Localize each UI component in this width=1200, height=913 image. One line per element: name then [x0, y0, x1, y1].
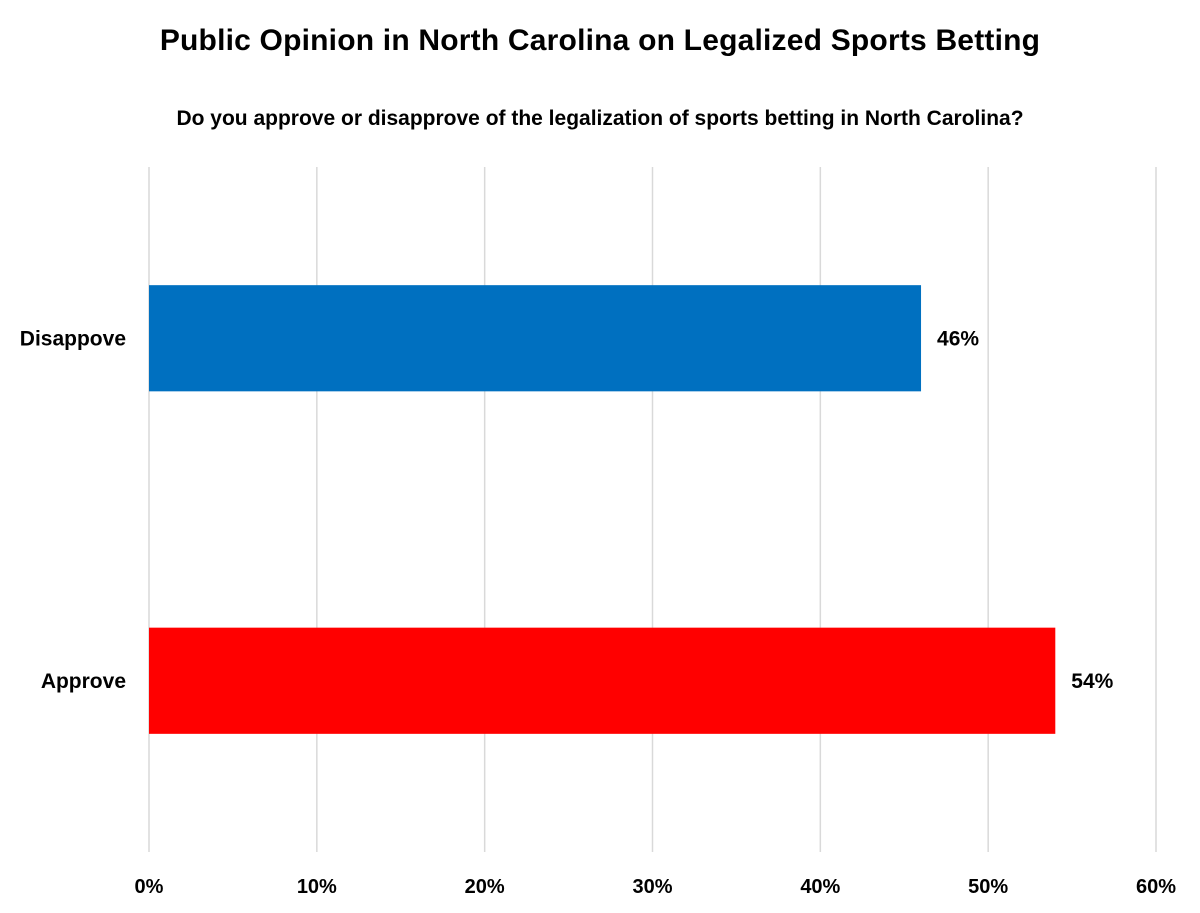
x-tick-label: 20% [465, 876, 505, 898]
category-label: Disappove [20, 327, 126, 350]
bars [149, 285, 1056, 734]
category-label: Approve [41, 670, 126, 693]
x-tick-label: 60% [1136, 876, 1176, 898]
gridlines [148, 167, 1157, 852]
labels: 0% 10% 20% 30% 40% 50% 60% Disappove 46% Approve 5… [20, 327, 1176, 898]
x-tick-label: 50% [968, 876, 1008, 898]
x-tick-label: 10% [297, 876, 337, 898]
x-tick-label: 0% [135, 876, 164, 898]
data-label: 46% [937, 327, 979, 350]
chart-subtitle: Do you approve or disapprove of the lega… [176, 107, 1024, 130]
bar-disappove [149, 285, 922, 392]
data-label: 54% [1071, 670, 1113, 693]
bar-approve [149, 627, 1056, 734]
x-tick-label: 40% [800, 876, 840, 898]
chart-title: Public Opinion in North Carolina on Lega… [159, 24, 1041, 57]
x-tick-label: 30% [632, 876, 672, 898]
